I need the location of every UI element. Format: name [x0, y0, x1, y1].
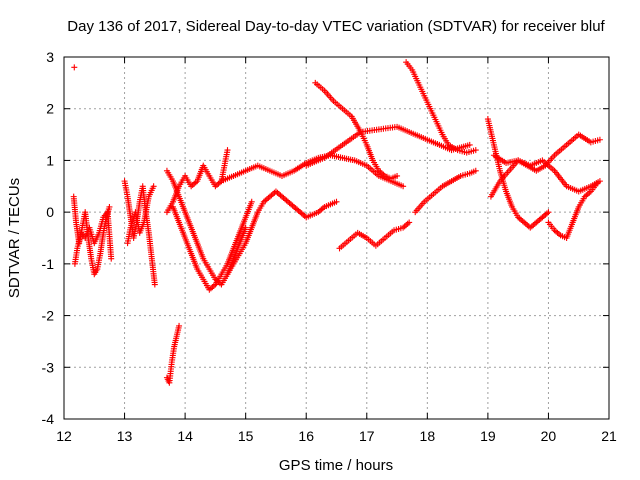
data-point — [71, 64, 78, 71]
x-tick-label: 18 — [420, 428, 436, 444]
data-point — [151, 281, 158, 288]
y-tick-label: 1 — [46, 152, 54, 168]
data-point — [176, 322, 183, 329]
data-point — [106, 203, 113, 210]
data-point — [596, 136, 603, 143]
x-tick-label: 17 — [359, 428, 375, 444]
data-points — [70, 59, 603, 386]
plot-frame — [63, 56, 610, 420]
y-tick-label: -2 — [42, 308, 55, 324]
y-tick-label: 3 — [46, 49, 54, 65]
data-point — [406, 219, 413, 226]
grid-lines — [64, 57, 609, 419]
x-tick-label: 21 — [601, 428, 617, 444]
data-point — [333, 198, 340, 205]
x-tick-label: 15 — [238, 428, 254, 444]
y-tick-label: 0 — [46, 204, 54, 220]
y-tick-label: -4 — [42, 411, 55, 427]
data-point — [108, 255, 115, 262]
axis-ticks — [63, 56, 610, 420]
data-point — [248, 198, 255, 205]
data-point — [400, 183, 407, 190]
y-tick-label: -1 — [42, 256, 55, 272]
data-point — [224, 147, 231, 154]
x-axis-label: GPS time / hours — [279, 457, 393, 474]
x-tick-label: 13 — [117, 428, 133, 444]
data-point — [596, 178, 603, 185]
x-tick-label: 19 — [480, 428, 496, 444]
data-point — [242, 224, 249, 231]
y-tick-label: -3 — [42, 359, 55, 375]
data-point — [545, 209, 552, 216]
data-point — [394, 172, 401, 179]
data-point — [472, 147, 479, 154]
x-tick-label: 14 — [177, 428, 193, 444]
data-point — [472, 167, 479, 174]
x-tick-label: 16 — [298, 428, 314, 444]
x-tick-label: 12 — [56, 428, 72, 444]
data-point — [150, 183, 157, 190]
chart-title: Day 136 of 2017, Sidereal Day-to-day VTE… — [67, 18, 605, 35]
x-tick-label: 20 — [541, 428, 557, 444]
data-point — [466, 141, 473, 148]
y-tick-label: 2 — [46, 101, 54, 117]
y-axis-label: SDTVAR / TECUs — [6, 178, 23, 298]
